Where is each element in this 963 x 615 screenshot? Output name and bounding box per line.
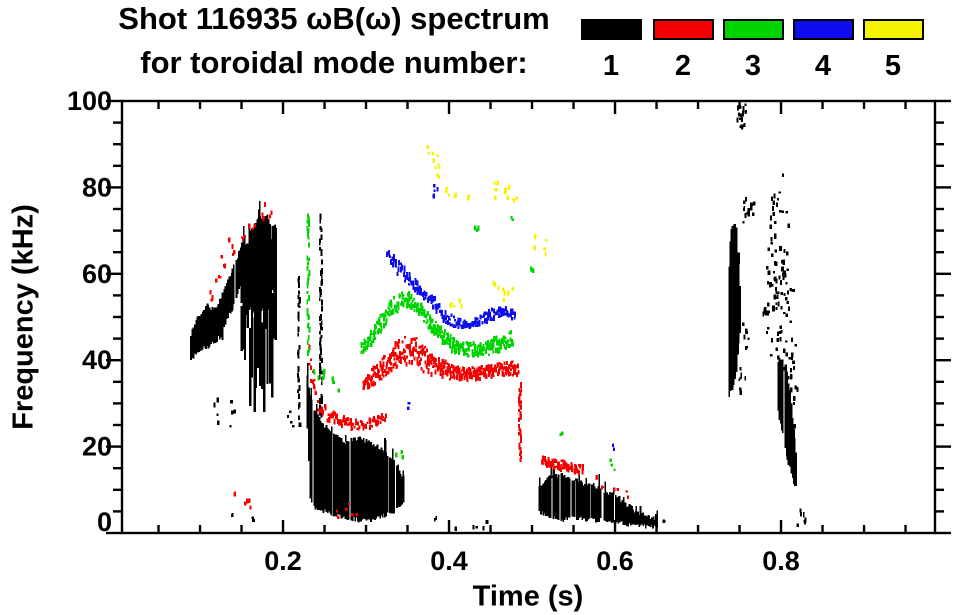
chart-title-line1: Shot 116935 ωB(ω) spectrum <box>118 1 550 36</box>
cluster-mode1 <box>230 513 255 523</box>
cluster-mode2 <box>335 502 358 520</box>
cluster-mode1 <box>297 275 301 410</box>
cluster-mode3 <box>360 291 514 358</box>
cluster-mode1 <box>738 196 756 396</box>
cluster-mode1 <box>213 397 236 428</box>
cluster-mode1 <box>249 201 276 318</box>
cluster-mode1 <box>306 363 405 523</box>
cluster-mode3 <box>395 216 616 471</box>
cluster-mode1 <box>796 508 807 527</box>
cluster-mode4 <box>386 250 517 330</box>
svg-text:0.8: 0.8 <box>762 546 800 576</box>
data-marks <box>190 103 807 531</box>
svg-text:100: 100 <box>67 86 112 116</box>
cluster-mode1 <box>433 516 489 531</box>
svg-text:0.2: 0.2 <box>264 546 302 576</box>
cluster-mode1 <box>777 358 797 487</box>
svg-text:0.4: 0.4 <box>430 546 468 576</box>
cluster-mode1 <box>762 173 799 431</box>
svg-text:40: 40 <box>82 345 112 375</box>
legend-swatch-n1 <box>581 19 642 40</box>
legend-swatch-n3 <box>723 19 784 40</box>
axis-ticks <box>106 99 951 535</box>
cluster-mode5 <box>426 145 548 309</box>
cluster-mode2 <box>233 491 252 510</box>
cluster-mode2 <box>308 344 388 431</box>
legend-number-n2: 2 <box>674 50 692 82</box>
svg-text:60: 60 <box>82 259 112 289</box>
cluster-mode2 <box>518 381 523 462</box>
legend-swatch-n4 <box>793 19 854 40</box>
cluster-mode1 <box>662 519 666 523</box>
svg-text:0.6: 0.6 <box>596 546 634 576</box>
cluster-mode3 <box>312 369 341 393</box>
cluster-mode4 <box>407 183 615 451</box>
cluster-mode2 <box>540 455 585 476</box>
cluster-mode1 <box>736 103 748 130</box>
chart-title-line2: for toroidal mode number: <box>140 45 528 80</box>
cluster-mode3 <box>306 213 311 356</box>
cluster-mode2 <box>595 474 630 499</box>
legend-number-n5: 5 <box>884 50 902 82</box>
legend-swatch-n5 <box>863 19 924 40</box>
cluster-mode2 <box>209 202 273 302</box>
svg-text:80: 80 <box>82 172 112 202</box>
cluster-mode1 <box>538 466 659 529</box>
cluster-mode1 <box>286 410 302 428</box>
svg-text:0: 0 <box>97 507 112 537</box>
legend-swatch-n2 <box>653 19 714 40</box>
tick-labels: 0.2 0.4 0.6 0.8 0 20 40 60 80 100 <box>67 86 800 576</box>
legend-number-n4: 4 <box>814 50 832 82</box>
legend-number-n1: 1 <box>602 50 620 82</box>
x-axis-label: Time (s) <box>472 580 584 613</box>
svg-text:20: 20 <box>82 432 112 462</box>
legend-number-n3: 3 <box>744 50 762 82</box>
cluster-mode1 <box>728 224 741 398</box>
cluster-mode2 <box>362 335 520 391</box>
